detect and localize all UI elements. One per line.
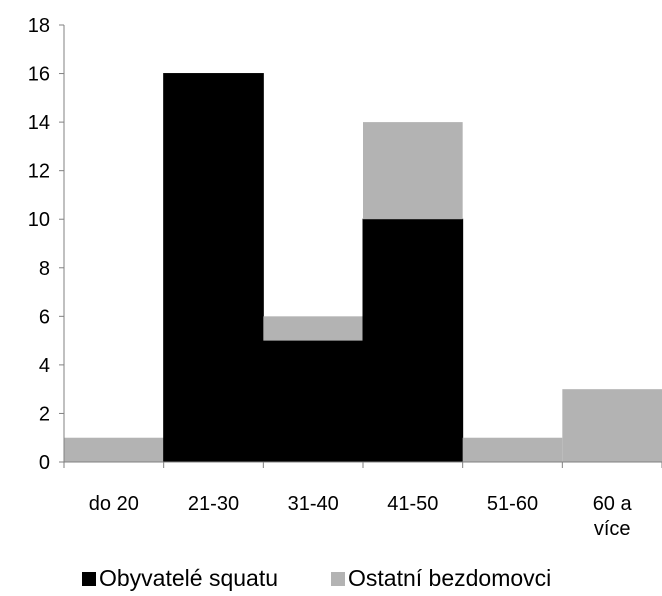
x-tick-label: 31-40	[288, 493, 339, 515]
y-tick-label: 8	[39, 258, 50, 280]
bars	[64, 73, 662, 463]
y-tick-label: 14	[28, 112, 50, 134]
legend: Obyvatelé squatu Ostatní bezdomovci	[82, 565, 551, 591]
bar-squat-3	[362, 218, 464, 463]
y-tick-label: 2	[39, 403, 50, 425]
y-tick-label: 18	[28, 15, 50, 37]
y-tick-label: 6	[39, 306, 50, 328]
x-tick-label: do 20	[89, 493, 139, 515]
bar-ostatni-3	[363, 122, 463, 220]
bar-ostatni-4	[462, 437, 563, 462]
x-tick-label: 51-60	[487, 493, 538, 515]
y-tick-label: 0	[39, 452, 50, 474]
y-tick-label: 12	[28, 161, 50, 183]
x-tick-label: 60 a více	[593, 493, 633, 540]
legend-swatch-ostatni	[331, 572, 345, 586]
legend-swatch-squat	[82, 572, 96, 586]
legend-label-ostatni: Ostatní bezdomovci	[348, 565, 551, 591]
x-tick-label: 41-50	[387, 493, 438, 515]
y-tick-label: 4	[39, 355, 50, 377]
legend-label-squat: Obyvatelé squatu	[99, 565, 278, 591]
bar-ostatni-2	[263, 316, 363, 341]
bar-ostatni-5	[562, 389, 662, 462]
bar-squat-2	[262, 340, 364, 463]
bar-ostatni-0	[64, 437, 164, 462]
bar-squat-1	[163, 73, 264, 463]
y-tick-label: 10	[28, 209, 50, 231]
axes: 0 2 4 6 8 10 12 14 16 18 do 20 21-30 31-40 41-50 51-60…	[28, 15, 662, 540]
y-tick-label: 16	[28, 64, 50, 86]
x-tick-label: 21-30	[188, 493, 239, 515]
